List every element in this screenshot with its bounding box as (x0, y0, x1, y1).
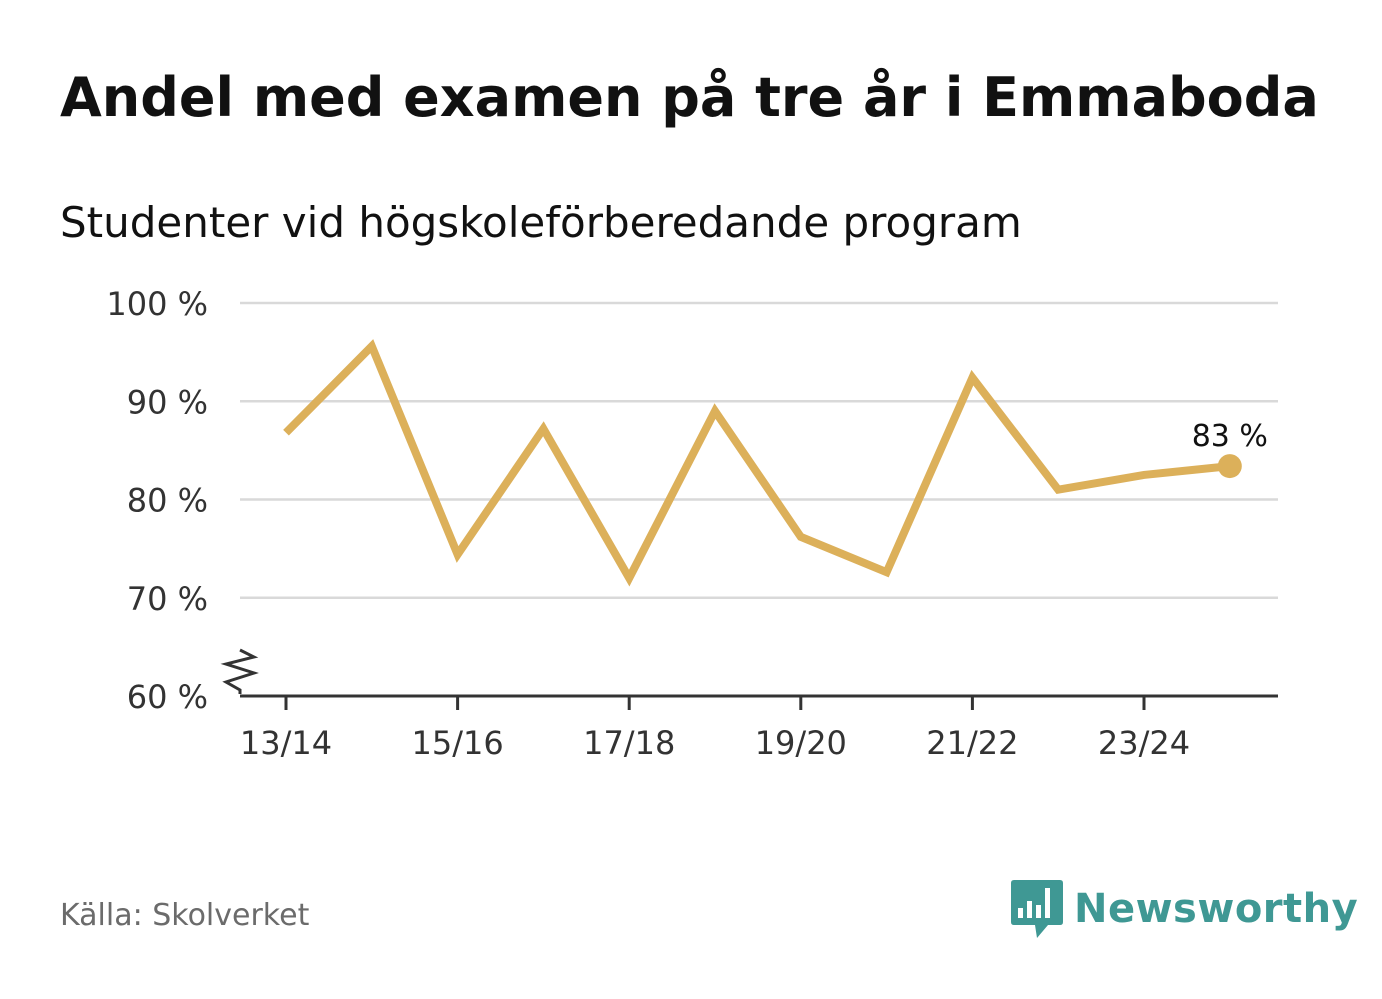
source-note: Källa: Skolverket (60, 898, 310, 933)
chart-subtitle: Studenter vid högskoleförberedande progr… (60, 198, 1022, 247)
x-tick-label: 23/24 (1098, 724, 1190, 762)
last-value-label: 83 % (1192, 419, 1268, 454)
y-tick-label: 60 % (127, 678, 208, 716)
brand-name: Newsworthy (1074, 886, 1359, 932)
line-chart: 60 % 70 % 80 % 90 % 100 % 13/14 15/16 17/18 19/… (106, 285, 1278, 762)
y-tick-label: 80 % (127, 482, 208, 520)
newsworthy-brand: Newsworthy (1010, 878, 1358, 940)
x-tick-label: 21/22 (926, 724, 1018, 762)
series-line (283, 339, 1231, 587)
axis-break-icon (220, 648, 259, 694)
newsworthy-logo-icon (1011, 880, 1063, 938)
x-tick-label: 19/20 (755, 724, 847, 762)
last-value-marker (1217, 454, 1242, 479)
x-tick-label: 17/18 (583, 724, 675, 762)
x-tick-label: 13/14 (240, 724, 332, 762)
y-tick-label: 70 % (127, 580, 208, 618)
chart-title: Andel med examen på tre år i Emmaboda (60, 66, 1319, 129)
y-tick-label: 90 % (127, 383, 208, 421)
x-tick-label: 15/16 (411, 724, 503, 762)
y-tick-label: 100 % (106, 285, 208, 323)
